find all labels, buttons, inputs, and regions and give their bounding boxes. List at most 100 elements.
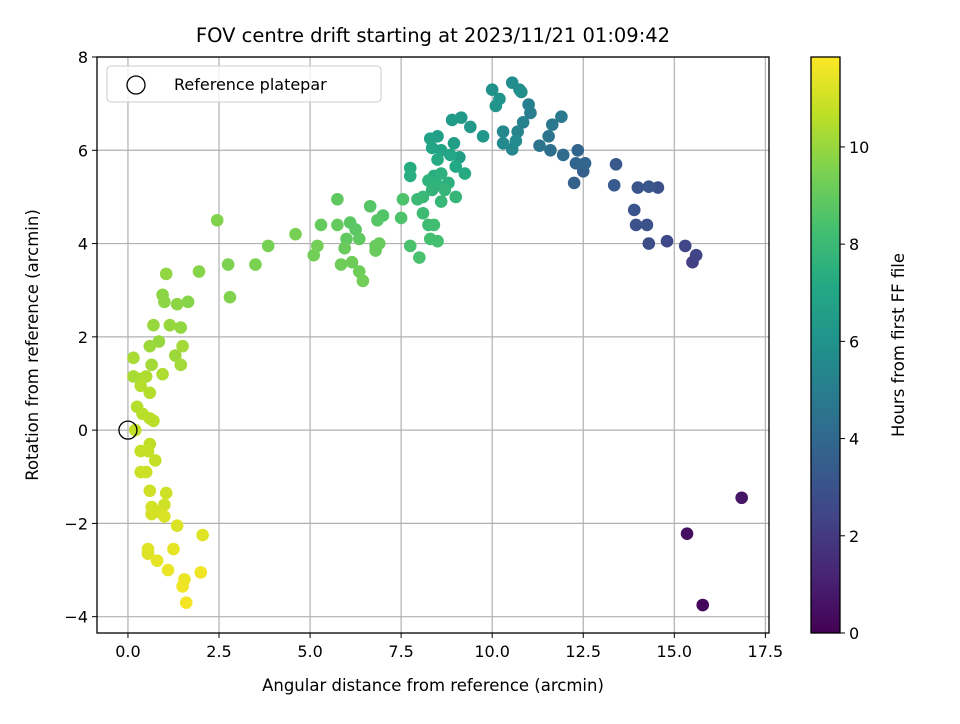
data-point (156, 367, 169, 381)
data-point (476, 129, 490, 143)
data-point (174, 358, 188, 372)
data-point (607, 178, 621, 192)
colorbar-tick-label: 0 (849, 624, 859, 643)
data-point (678, 239, 692, 253)
data-point (179, 596, 193, 609)
data-point (609, 157, 623, 171)
data-point (334, 258, 348, 271)
colorbar-tick-label: 2 (849, 527, 859, 546)
x-axis-label: Angular distance from reference (arcmin) (262, 676, 604, 695)
data-point (735, 491, 748, 505)
data-point (571, 143, 585, 157)
data-point (396, 192, 410, 206)
data-point (533, 139, 546, 152)
x-tick-label: 15.0 (656, 642, 692, 661)
x-tick-label: 7.5 (388, 642, 413, 661)
data-point (134, 379, 148, 393)
data-point (515, 85, 528, 99)
data-points (127, 76, 748, 612)
data-point (640, 218, 654, 232)
data-point (156, 288, 169, 302)
colorbar-tick-label: 6 (849, 332, 859, 351)
data-point (143, 386, 157, 400)
data-point (192, 265, 206, 278)
data-point (423, 132, 437, 145)
y-tick-label: 4 (78, 235, 88, 254)
data-point (545, 118, 559, 131)
data-point (569, 157, 583, 170)
chart-title: FOV centre drift starting at 2023/11/21 … (196, 24, 670, 47)
data-point (331, 192, 344, 206)
data-point (210, 213, 224, 227)
data-point (194, 566, 208, 579)
data-point (143, 484, 157, 498)
data-point (555, 110, 568, 123)
data-point (413, 251, 426, 264)
data-point (289, 227, 302, 241)
data-point (249, 258, 262, 271)
data-point (170, 519, 184, 533)
data-point (394, 211, 408, 225)
data-point (161, 563, 175, 577)
data-point (170, 297, 184, 311)
x-tick-label: 12.5 (565, 642, 601, 661)
data-point (431, 153, 444, 166)
x-axis-ticks: 0.0 2.5 5.0 7.5 10.0 12.5 15.0 17.5 (115, 633, 783, 661)
data-point (444, 148, 457, 162)
y-axis-ticks: −4 −2 0 2 4 6 8 (64, 48, 97, 627)
y-tick-label: 0 (78, 421, 88, 440)
plot-frame (96, 56, 770, 634)
data-point (174, 321, 188, 334)
data-point (139, 465, 153, 479)
data-point (307, 248, 321, 262)
data-point (434, 167, 448, 180)
colorbar-tick-label: 4 (849, 430, 859, 449)
data-point (338, 241, 351, 255)
colorbar-ticks: 0 2 4 6 8 10 (840, 138, 869, 643)
data-point (493, 92, 506, 106)
data-point (139, 370, 153, 383)
data-point (196, 528, 209, 542)
data-point (651, 181, 665, 194)
data-point (371, 213, 384, 227)
data-point (176, 339, 189, 353)
legend-entry-reference: Reference platepar (174, 75, 327, 94)
data-point (496, 136, 510, 150)
data-point (411, 192, 424, 206)
data-point (169, 349, 182, 362)
data-point (141, 444, 155, 458)
data-point (340, 232, 353, 246)
data-point (143, 339, 157, 353)
data-point (434, 195, 448, 208)
data-point (464, 120, 477, 134)
data-point (150, 554, 164, 568)
data-point (159, 267, 173, 281)
data-point (496, 125, 510, 138)
data-point (352, 232, 366, 246)
data-point (141, 547, 155, 561)
reference-marker (118, 420, 138, 440)
x-tick-label: 2.5 (206, 642, 231, 661)
data-point (511, 125, 524, 138)
y-tick-label: 6 (78, 141, 88, 160)
x-tick-label: 17.5 (748, 642, 784, 661)
data-point (642, 237, 656, 250)
y-tick-label: −4 (64, 608, 88, 627)
data-point (567, 176, 581, 190)
data-point (221, 258, 235, 271)
data-point (148, 454, 162, 467)
data-point (176, 580, 189, 593)
data-point (449, 190, 463, 204)
data-point (458, 167, 472, 180)
data-point (145, 507, 158, 521)
data-point (403, 239, 417, 253)
data-point (544, 143, 557, 157)
data-point (449, 160, 463, 173)
data-point (631, 181, 645, 194)
data-point (356, 274, 370, 288)
data-point (427, 218, 441, 232)
data-point (403, 169, 417, 183)
data-point (556, 148, 570, 162)
data-point (447, 136, 461, 150)
legend-box (106, 65, 382, 103)
